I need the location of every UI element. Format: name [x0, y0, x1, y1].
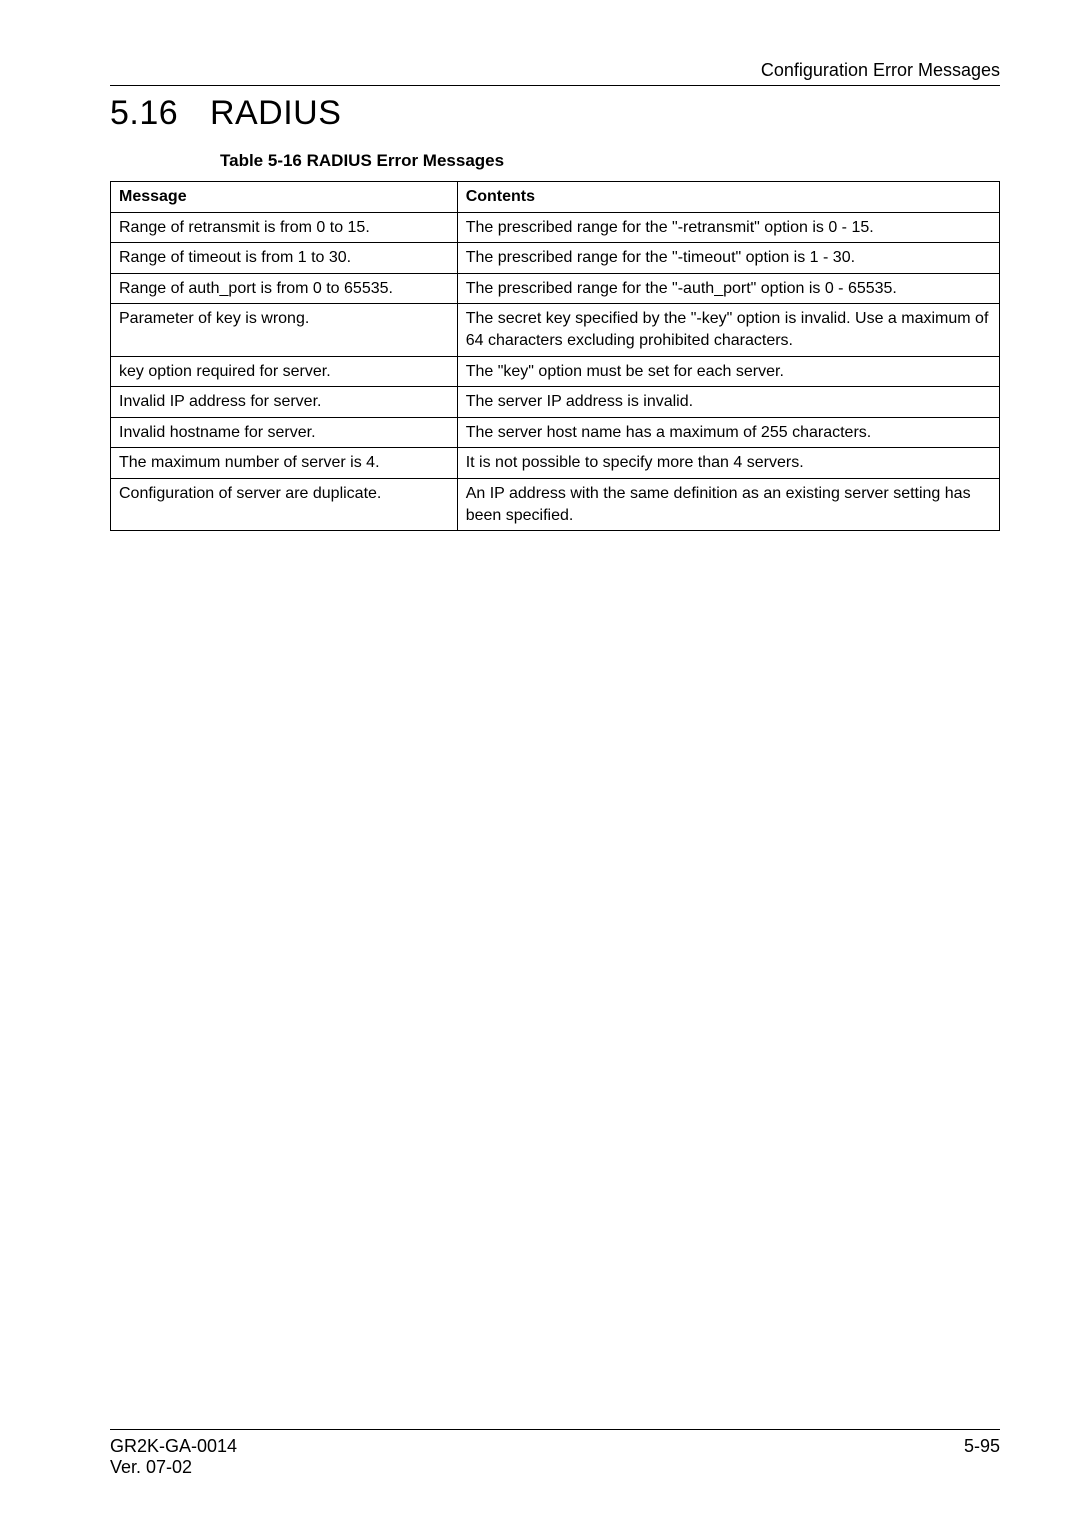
- cell-contents: The server IP address is invalid.: [457, 387, 999, 418]
- section-number: 5.16: [110, 94, 200, 133]
- cell-contents: It is not possible to specify more than …: [457, 448, 999, 479]
- cell-contents: The secret key specified by the "-key" o…: [457, 304, 999, 356]
- cell-message: Range of retransmit is from 0 to 15.: [111, 212, 458, 243]
- table-row: key option required for server. The "key…: [111, 356, 1000, 387]
- cell-message: Parameter of key is wrong.: [111, 304, 458, 356]
- cell-message: Invalid IP address for server.: [111, 387, 458, 418]
- table-row: Configuration of server are duplicate. A…: [111, 478, 1000, 530]
- section-title: 5.16 RADIUS: [110, 94, 1000, 133]
- table-header-row: Message Contents: [111, 182, 1000, 213]
- table-row: Range of timeout is from 1 to 30. The pr…: [111, 243, 1000, 274]
- cell-message: The maximum number of server is 4.: [111, 448, 458, 479]
- table-caption: Table 5-16 RADIUS Error Messages: [220, 151, 1000, 171]
- table-row: The maximum number of server is 4. It is…: [111, 448, 1000, 479]
- section-name: RADIUS: [210, 94, 341, 132]
- col-header-contents: Contents: [457, 182, 999, 213]
- table-row: Range of retransmit is from 0 to 15. The…: [111, 212, 1000, 243]
- table-row: Parameter of key is wrong. The secret ke…: [111, 304, 1000, 356]
- error-table: Message Contents Range of retransmit is …: [110, 181, 1000, 531]
- cell-message: key option required for server.: [111, 356, 458, 387]
- cell-contents: An IP address with the same definition a…: [457, 478, 999, 530]
- header-rule: [110, 85, 1000, 86]
- table-row: Range of auth_port is from 0 to 65535. T…: [111, 273, 1000, 304]
- header-label: Configuration Error Messages: [110, 60, 1000, 81]
- cell-message: Configuration of server are duplicate.: [111, 478, 458, 530]
- cell-contents: The "key" option must be set for each se…: [457, 356, 999, 387]
- page-footer: GR2K-GA-0014 Ver. 07-02 5-95: [110, 1429, 1000, 1478]
- cell-contents: The prescribed range for the "-timeout" …: [457, 243, 999, 274]
- footer-rule: [110, 1429, 1000, 1430]
- col-header-message: Message: [111, 182, 458, 213]
- cell-contents: The prescribed range for the "-auth_port…: [457, 273, 999, 304]
- page-number: 5-95: [964, 1436, 1000, 1478]
- cell-contents: The server host name has a maximum of 25…: [457, 417, 999, 448]
- doc-version: Ver. 07-02: [110, 1457, 237, 1478]
- table-row: Invalid IP address for server. The serve…: [111, 387, 1000, 418]
- cell-contents: The prescribed range for the "-retransmi…: [457, 212, 999, 243]
- doc-id: GR2K-GA-0014: [110, 1436, 237, 1457]
- cell-message: Range of auth_port is from 0 to 65535.: [111, 273, 458, 304]
- cell-message: Invalid hostname for server.: [111, 417, 458, 448]
- table-row: Invalid hostname for server. The server …: [111, 417, 1000, 448]
- cell-message: Range of timeout is from 1 to 30.: [111, 243, 458, 274]
